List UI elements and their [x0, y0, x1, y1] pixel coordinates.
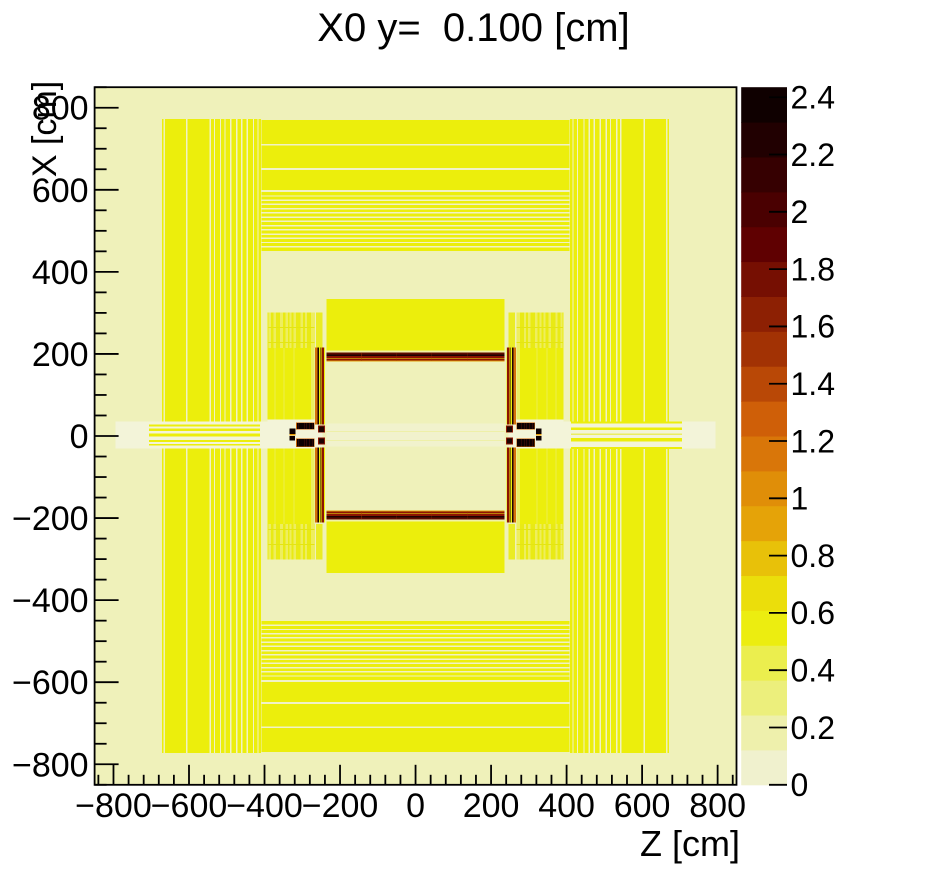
svg-text:1.8: 1.8: [791, 251, 835, 287]
svg-text:X0 y= 0.100 [cm]: X0 y= 0.100 [cm]: [317, 6, 629, 50]
svg-text:−400: −400: [12, 582, 89, 620]
svg-text:200: 200: [32, 336, 89, 374]
svg-text:2.2: 2.2: [791, 137, 835, 173]
svg-text:2: 2: [791, 194, 809, 230]
svg-text:800: 800: [689, 787, 746, 825]
svg-text:0: 0: [406, 787, 425, 825]
svg-text:−600: −600: [151, 787, 228, 825]
svg-text:400: 400: [538, 787, 595, 825]
svg-text:−600: −600: [12, 664, 89, 702]
svg-text:−800: −800: [75, 787, 152, 825]
svg-text:0: 0: [791, 767, 809, 803]
svg-text:0.6: 0.6: [791, 595, 835, 631]
svg-text:−200: −200: [12, 500, 89, 538]
svg-text:0.4: 0.4: [791, 653, 835, 689]
svg-text:0: 0: [70, 418, 89, 456]
svg-text:0.8: 0.8: [791, 538, 835, 574]
svg-text:2.4: 2.4: [791, 80, 835, 116]
svg-text:1.2: 1.2: [791, 423, 835, 459]
svg-text:600: 600: [614, 787, 671, 825]
svg-text:−400: −400: [226, 787, 303, 825]
svg-text:1: 1: [791, 481, 809, 517]
svg-text:1.6: 1.6: [791, 309, 835, 345]
svg-text:−200: −200: [302, 787, 379, 825]
svg-text:1.4: 1.4: [791, 366, 835, 402]
svg-text:X [cm]: X [cm]: [26, 81, 64, 177]
svg-text:0.2: 0.2: [791, 710, 835, 746]
svg-text:200: 200: [463, 787, 520, 825]
svg-text:Z [cm]: Z [cm]: [640, 823, 740, 864]
svg-text:400: 400: [32, 254, 89, 292]
svg-text:−800: −800: [12, 746, 89, 784]
